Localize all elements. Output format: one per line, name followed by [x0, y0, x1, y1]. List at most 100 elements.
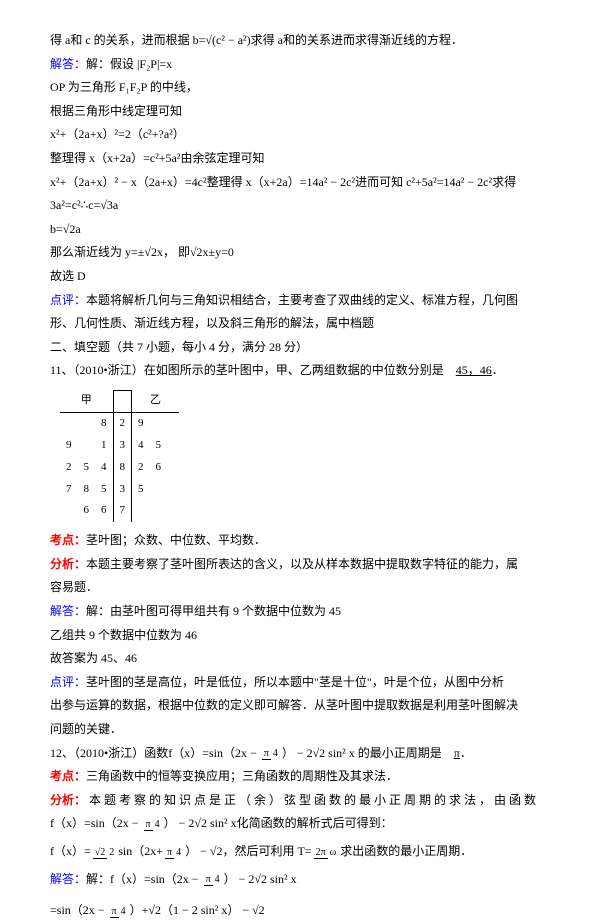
header-jia: 甲 [60, 390, 113, 412]
text: ）+√2（1 − 2 sin² x） − √2 [130, 903, 265, 917]
text: 11、（2010•浙江）在如图所示的茎叶图中，甲、乙两组数据的中位数分别是 [50, 363, 456, 377]
text: ） − 2√2 sin² x 的最小正周期是 [282, 746, 454, 760]
text: 12、（2010•浙江）函数f（x）=sin（2x − [50, 746, 260, 760]
text-line: 点评：本题将解析几何与三角知识相结合，主要考查了双曲线的定义、标准方程，几何图 [50, 290, 545, 312]
cell: 4 [95, 457, 113, 479]
label-answer: 解答： [50, 57, 86, 71]
cell [78, 413, 96, 435]
fraction-pi-4: π4 [262, 748, 280, 759]
text: f（x）= [50, 844, 91, 858]
stem-leaf-table: 甲 乙 829 91345 254826 78535 667 [60, 390, 179, 522]
cell: 8 [78, 479, 96, 501]
text: f（x）=sin（2x − [50, 816, 142, 830]
fill-blank: 45，46 [456, 363, 492, 377]
cell [167, 500, 179, 522]
text-line: 乙组共 9 个数据中位数为 46 [50, 625, 545, 647]
cell: 6 [150, 457, 168, 479]
text-line: 问题的关键． [50, 719, 545, 741]
text-line: OP 为三角形 F₁F₂P 的中线， [50, 77, 545, 99]
cell: 1 [95, 435, 113, 457]
table-row: 829 [60, 413, 179, 435]
text-line: 考点：三角函数中的恒等变换应用；三角函数的周期性及其求法． [50, 766, 545, 788]
fraction-2pi-omega: 2πω [314, 847, 339, 858]
label-answer: 解答： [50, 604, 86, 618]
text: 三角函数中的恒等变换应用；三角函数的周期性及其求法． [86, 769, 398, 783]
text: ） − 2√2 sin² x [224, 872, 297, 886]
text: ． [492, 363, 504, 377]
text-line: 整理得 x（x+2a）=c²+5a²由余弦定理可知 [50, 148, 545, 170]
text: 本题将解析几何与三角知识相结合，主要考查了双曲线的定义、标准方程，几何图 [86, 293, 518, 307]
text-line: 考点：茎叶图；众数、中位数、平均数． [50, 530, 545, 552]
text: ． [460, 746, 472, 760]
cell: 7 [60, 479, 78, 501]
label-kaodian: 考点： [50, 533, 86, 547]
label-fenxi: 分析： [50, 793, 86, 807]
text-line: 容易题． [50, 577, 545, 599]
cell [167, 435, 179, 457]
cell: 8 [113, 457, 132, 479]
cell: 6 [95, 500, 113, 522]
cell: 5 [95, 479, 113, 501]
text-line: b=√2a [50, 219, 545, 241]
header-stem [113, 390, 132, 412]
text-line: 根据三角形中线定理可知 [50, 101, 545, 123]
text-line: 故选 D [50, 266, 545, 288]
cell [132, 500, 150, 522]
cell [167, 479, 179, 501]
text: 解：假设 |F₂P|=x [86, 57, 172, 71]
cell: 5 [132, 479, 150, 501]
cell: 5 [78, 457, 96, 479]
fraction-pi-4: π4 [110, 906, 128, 917]
cell: 7 [113, 500, 132, 522]
text: 茎叶图的茎是高位，叶是低位，所以本题中"茎是十位"，叶是个位，从图中分析 [86, 675, 504, 689]
text: sin（2x+ [118, 844, 163, 858]
text-line: 得 a和 c 的关系，进而根据 b=√(c² − a²)求得 a和的关系进而求得… [50, 30, 545, 52]
text: 求出函数的最小正周期． [340, 844, 472, 858]
cell: 2 [132, 457, 150, 479]
cell: 4 [132, 435, 150, 457]
text: 解：由茎叶图可得甲组共有 9 个数据中位数为 45 [86, 604, 341, 618]
fraction-pi-4: π4 [144, 819, 162, 830]
text-line: 解答：解：f（x）=sin（2x − π4） − 2√2 sin² x [50, 869, 545, 891]
cell: 3 [113, 435, 132, 457]
text-line: 二、填空题（共 7 小题，每小 4 分，满分 28 分） [50, 337, 545, 359]
cell: 6 [78, 500, 96, 522]
text-line: 故答案为 45、46 [50, 648, 545, 670]
text-line: 11、（2010•浙江）在如图所示的茎叶图中，甲、乙两组数据的中位数分别是 45… [50, 360, 545, 382]
label-comment: 点评： [50, 675, 86, 689]
label-kaodian: 考点： [50, 769, 86, 783]
cell: 3 [113, 479, 132, 501]
cell: 2 [60, 457, 78, 479]
cell [150, 479, 168, 501]
text-line: =sin（2x − π4）+√2（1 − 2 sin² x） − √2 [50, 900, 545, 922]
text: 本题主要考察了茎叶图所表达的含义，以及从样本数据中提取数字特征的能力，属 [86, 557, 518, 571]
cell: 2 [113, 413, 132, 435]
text-line: 分析：本题主要考察了茎叶图所表达的含义，以及从样本数据中提取数字特征的能力，属 [50, 554, 545, 576]
cell: 9 [60, 435, 78, 457]
table-row: 91345 [60, 435, 179, 457]
text-line: 那么渐近线为 y=±√2x， 即√2x±y=0 [50, 242, 545, 264]
cell [167, 413, 179, 435]
table-header: 甲 乙 [60, 390, 179, 412]
text-line: 点评：茎叶图的茎是高位，叶是低位，所以本题中"茎是十位"，叶是个位，从图中分析 [50, 672, 545, 694]
fraction-pi-4: π4 [204, 874, 222, 885]
text-line: 形、几何性质、渐近线方程，以及斜三角形的解法，属中档题 [50, 313, 545, 335]
cell [60, 413, 78, 435]
text-line: f（x）=√22sin（2x+π4） − √2，然后可利用 T=2πω求出函数的… [50, 841, 545, 863]
table-row: 78535 [60, 479, 179, 501]
text: =sin（2x − [50, 903, 108, 917]
table-row: 254826 [60, 457, 179, 479]
text-line: 3a²=c²∴c=√3a [50, 195, 545, 217]
cell [150, 413, 168, 435]
text: 解：f（x）=sin（2x − [86, 872, 202, 886]
cell [167, 457, 179, 479]
table-row: 667 [60, 500, 179, 522]
text: 本 题 考 察 的 知 识 点 是 正 （ 余 ） 弦 型 函 数 的 最 小 … [86, 793, 536, 807]
text-line: 分析： 本 题 考 察 的 知 识 点 是 正 （ 余 ） 弦 型 函 数 的 … [50, 790, 545, 812]
fraction-pi-4: π4 [165, 847, 183, 858]
cell: 8 [95, 413, 113, 435]
cell [78, 435, 96, 457]
text-line: 12、（2010•浙江）函数f（x）=sin（2x − π4） − 2√2 si… [50, 743, 545, 765]
header-yi: 乙 [132, 390, 180, 412]
text-line: x²+（2a+x）²=2（c²+?a²） [50, 124, 545, 146]
